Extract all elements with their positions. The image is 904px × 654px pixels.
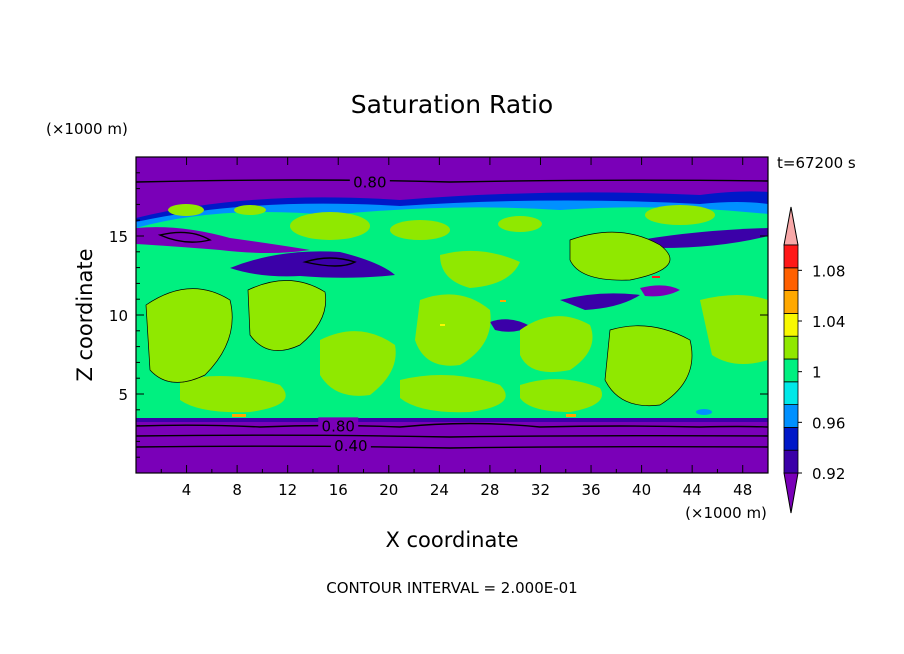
x-tick-label: 48: [733, 481, 752, 499]
upper-dry-streak-right: [640, 228, 768, 248]
orange-spot: [500, 300, 506, 302]
colorbar-swatch: [783, 449, 799, 474]
colorbar-tick-label: 1.04: [812, 313, 845, 331]
red-spot: [652, 276, 660, 278]
lime-cloud: [605, 325, 692, 406]
lime-cloud: [320, 331, 396, 396]
cloud-outline: [569, 231, 671, 281]
colorbar: 0.92 0.96 1 1.04 1.08: [783, 206, 845, 514]
x-tick-label: 28: [480, 481, 499, 499]
colorbar-tick-label: 1: [812, 364, 822, 382]
contour-field: 0.80 0.80 0.40: [136, 157, 768, 473]
lime-cloud: [400, 375, 506, 413]
lime-cloud: [168, 204, 204, 216]
contour-0.60: [136, 434, 768, 438]
colorbar-tick-label: 0.92: [812, 465, 845, 483]
contour-label: 0.40: [334, 437, 367, 455]
colorbar-swatch: [783, 358, 799, 383]
contour-label-bg: [330, 437, 371, 454]
supersaturation-spots: [232, 276, 660, 417]
colorbar-swatch: [783, 312, 799, 337]
y-unit-label: (×1000 m): [46, 120, 128, 138]
x-tick-label: 36: [581, 481, 600, 499]
cloud-outline: [247, 280, 327, 351]
x-unit-label: (×1000 m): [685, 504, 767, 522]
contour-interval-note: CONTOUR INTERVAL = 2.000E-01: [326, 579, 577, 597]
lime-cloud: [645, 205, 715, 225]
colorbar-swatch: [783, 335, 799, 360]
colorbar-swatch: [783, 426, 799, 451]
x-tick-label: 4: [182, 481, 192, 499]
lime-cloud: [290, 212, 370, 240]
colorbar-max-arrow: [783, 206, 799, 246]
lower-transition: [136, 418, 768, 422]
contour-label-bg: [318, 417, 359, 434]
x-tick-label: 44: [683, 481, 702, 499]
x-tick-label: 12: [278, 481, 297, 499]
colorbar-swatch: [783, 290, 799, 314]
lime-cloud: [520, 379, 602, 412]
colorbar-swatch: [783, 267, 799, 291]
x-tick-label: 16: [329, 481, 348, 499]
contour-0.80-upper: [136, 179, 768, 183]
colorbar-swatch: [783, 404, 799, 428]
lime-cloud: [390, 220, 450, 240]
yellow-spot: [440, 324, 445, 326]
contour-lines: [136, 179, 768, 449]
upper-dry-streak-left: [136, 227, 310, 253]
x-tick-label: 40: [632, 481, 651, 499]
colorbar-tick-label: 0.96: [812, 414, 845, 432]
contour-label-bg: [349, 173, 390, 190]
chart-title: Saturation Ratio: [351, 90, 553, 119]
dry-patch-right-2: [640, 285, 680, 297]
lime-cloud: [700, 295, 768, 364]
y-tick-label: 10: [109, 307, 128, 325]
contour-label: 0.80: [322, 417, 355, 435]
time-label: t=67200 s: [777, 154, 856, 172]
orange-spot: [232, 414, 246, 417]
x-tick-label: 32: [531, 481, 550, 499]
lime-cloud: [415, 294, 491, 366]
lime-cloud: [146, 288, 233, 383]
cloud-outline: [145, 288, 233, 383]
upper-dry-streak-mid: [230, 251, 395, 278]
dry-patch-tiny: [696, 409, 712, 415]
contour-label: 0.80: [353, 173, 386, 191]
cloud-outlines: [145, 231, 693, 407]
cloud-outline: [604, 325, 693, 407]
x-axis: 4 8 12 16 20 24 28 32 36 40 44 48: [160, 157, 752, 499]
y-tick-label: 15: [109, 228, 128, 246]
lime-cloud: [248, 280, 326, 351]
orange-spot: [566, 414, 576, 417]
lime-cloud: [440, 250, 520, 288]
y-axis: 5 10 15: [109, 172, 768, 458]
y-axis-label: Z coordinate: [73, 248, 97, 381]
colorbar-swatch: [783, 381, 799, 405]
lime-cloud-regions: [146, 204, 768, 413]
dry-patch-center: [490, 319, 530, 332]
dry-patch-right: [560, 293, 640, 310]
lime-cloud: [180, 376, 286, 413]
contour-closed: [157, 231, 212, 243]
colorbar-tick-label: 1.08: [812, 262, 845, 280]
lime-cloud: [520, 316, 593, 373]
x-axis-label: X coordinate: [385, 528, 518, 552]
x-tick-label: 24: [430, 481, 449, 499]
colorbar-swatch: [783, 244, 799, 269]
contour-0.40: [136, 445, 768, 449]
lime-cloud: [498, 216, 542, 232]
lime-cloud: [234, 205, 266, 215]
contour-closed: [302, 257, 357, 267]
lime-cloud: [570, 232, 670, 281]
x-tick-label: 8: [232, 481, 242, 499]
y-tick-label: 5: [118, 386, 128, 404]
x-tick-label: 20: [379, 481, 398, 499]
colorbar-min-arrow: [783, 472, 799, 514]
contour-labels: 0.80 0.80 0.40: [318, 173, 390, 455]
contour-0.80-lower: [136, 422, 768, 428]
